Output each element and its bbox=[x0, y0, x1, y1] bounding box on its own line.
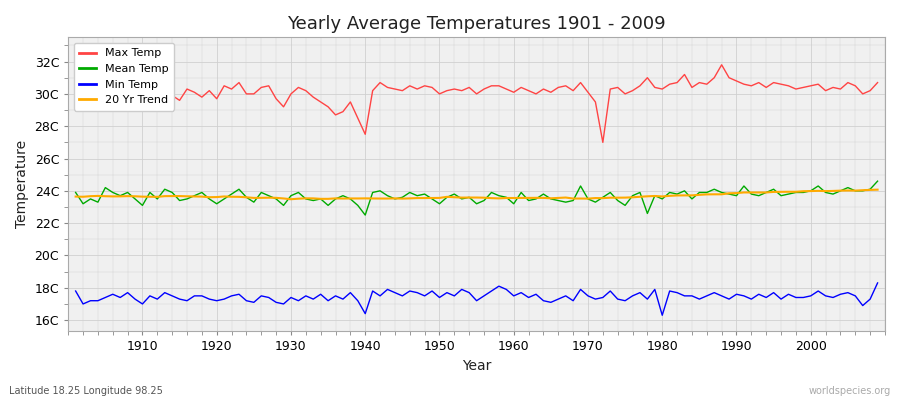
Min Temp bbox=[872, 280, 883, 285]
Y-axis label: Temperature: Temperature bbox=[15, 140, 29, 228]
Mean Temp bbox=[605, 190, 616, 195]
Mean Temp bbox=[360, 213, 371, 218]
20 Yr Trend bbox=[508, 196, 519, 200]
20 Yr Trend bbox=[70, 194, 81, 199]
20 Yr Trend bbox=[872, 187, 883, 192]
Max Temp bbox=[872, 80, 883, 85]
Mean Temp bbox=[338, 193, 348, 198]
Max Temp bbox=[130, 96, 140, 101]
Legend: Max Temp, Mean Temp, Min Temp, 20 Yr Trend: Max Temp, Mean Temp, Min Temp, 20 Yr Tre… bbox=[74, 43, 174, 111]
Mean Temp bbox=[516, 190, 526, 195]
Min Temp bbox=[657, 313, 668, 318]
Min Temp bbox=[598, 295, 608, 300]
Mean Temp bbox=[872, 179, 883, 184]
20 Yr Trend bbox=[301, 196, 311, 201]
Max Temp bbox=[716, 62, 727, 67]
X-axis label: Year: Year bbox=[462, 359, 491, 373]
Min Temp bbox=[338, 297, 348, 302]
20 Yr Trend bbox=[516, 196, 526, 200]
Min Temp bbox=[293, 298, 304, 303]
Line: 20 Yr Trend: 20 Yr Trend bbox=[76, 190, 878, 199]
Mean Temp bbox=[70, 190, 81, 195]
Min Temp bbox=[501, 287, 512, 292]
Text: Latitude 18.25 Longitude 98.25: Latitude 18.25 Longitude 98.25 bbox=[9, 386, 163, 396]
Text: worldspecies.org: worldspecies.org bbox=[809, 386, 891, 396]
Title: Yearly Average Temperatures 1901 - 2009: Yearly Average Temperatures 1901 - 2009 bbox=[287, 15, 666, 33]
Line: Max Temp: Max Temp bbox=[76, 65, 878, 142]
Max Temp bbox=[293, 85, 304, 90]
Max Temp bbox=[605, 87, 616, 92]
Max Temp bbox=[508, 90, 519, 95]
20 Yr Trend bbox=[130, 194, 140, 199]
Min Temp bbox=[508, 294, 519, 298]
20 Yr Trend bbox=[605, 195, 616, 200]
20 Yr Trend bbox=[285, 197, 296, 202]
Line: Min Temp: Min Temp bbox=[76, 283, 878, 315]
Max Temp bbox=[338, 109, 348, 114]
Mean Temp bbox=[130, 196, 140, 201]
20 Yr Trend bbox=[345, 196, 356, 201]
Min Temp bbox=[70, 289, 81, 294]
Mean Temp bbox=[508, 201, 519, 206]
Mean Temp bbox=[293, 190, 304, 195]
Max Temp bbox=[501, 87, 512, 92]
Max Temp bbox=[598, 140, 608, 145]
Max Temp bbox=[70, 92, 81, 96]
Line: Mean Temp: Mean Temp bbox=[76, 181, 878, 215]
Min Temp bbox=[130, 297, 140, 302]
